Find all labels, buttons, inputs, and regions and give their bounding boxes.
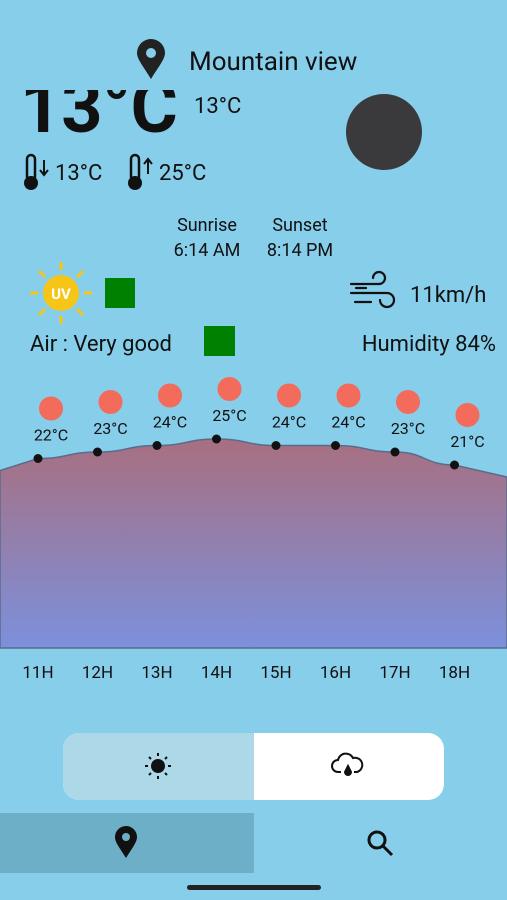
temp-label: 24°C	[272, 413, 306, 432]
hour-label: 17H	[379, 663, 410, 683]
temp-marker	[98, 390, 123, 414]
sunrise-time: 6:14 AM	[174, 240, 241, 261]
temp-label: 24°C	[331, 413, 365, 432]
location-icon	[137, 39, 165, 79]
humidity: Humidity 84%	[362, 332, 496, 357]
max-temp-icon	[128, 153, 153, 190]
temp-marker	[336, 383, 361, 408]
temp-label: 23°C	[391, 419, 425, 438]
weather-icon	[346, 94, 422, 170]
uv-label: UV	[51, 285, 71, 303]
air-quality: Air : Very good	[30, 332, 172, 357]
temp-point	[152, 441, 162, 450]
nav-location-icon[interactable]	[115, 826, 137, 858]
temp-point	[93, 447, 102, 457]
uv-icon	[30, 262, 92, 324]
temp-point	[212, 434, 221, 444]
hour-label: 15H	[260, 663, 291, 683]
hour-label: 12H	[82, 663, 113, 683]
wind-icon	[349, 270, 396, 309]
temp-point	[331, 441, 340, 450]
temp-marker	[455, 403, 480, 427]
sunset-time: 8:14 PM	[267, 240, 333, 261]
hourly-chart: 22°C 11H 23°C 12H 24°C 13H 25°C 14H 24°C 15H 24°C 1…	[0, 377, 507, 683]
temp-marker	[396, 390, 420, 414]
sunset-label: Sunset	[272, 215, 327, 236]
temp-point	[271, 441, 281, 450]
temp-label: 21°C	[450, 432, 484, 451]
temp-point	[390, 447, 400, 457]
hour-label: 16H	[320, 663, 351, 683]
toggle[interactable]	[63, 733, 444, 800]
temp-marker	[158, 383, 182, 408]
min-temp: 13°C	[55, 161, 102, 186]
rain-icon[interactable]	[331, 752, 364, 776]
current-temp: 13°C	[20, 65, 178, 150]
temp-marker	[39, 396, 63, 421]
feels-like: 13°C	[194, 94, 241, 119]
temperature-area	[0, 438, 507, 649]
temp-marker	[217, 377, 242, 401]
hour-label: 13H	[141, 663, 172, 683]
temp-label: 24°C	[153, 413, 187, 432]
location-name: Mountain view	[189, 47, 357, 77]
max-temp: 25°C	[159, 161, 206, 186]
wind-speed: 11km/h	[410, 283, 486, 308]
temp-label: 22°C	[34, 426, 68, 445]
temp-label: 23°C	[93, 419, 127, 438]
nav-search-icon[interactable]	[367, 830, 394, 857]
air-indicator	[204, 326, 235, 356]
temp-point	[33, 454, 43, 463]
temp-marker	[277, 383, 301, 408]
home-indicator	[187, 885, 321, 890]
hour-label: 18H	[439, 663, 470, 683]
hour-label: 11H	[22, 663, 53, 683]
hour-label: 14H	[201, 663, 232, 683]
temp-point	[450, 460, 459, 470]
temp-label: 25°C	[212, 406, 246, 425]
uv-indicator	[105, 278, 135, 308]
sun-icon[interactable]	[145, 753, 171, 779]
min-temp-icon	[24, 153, 49, 190]
sunrise-label: Sunrise	[177, 215, 237, 236]
